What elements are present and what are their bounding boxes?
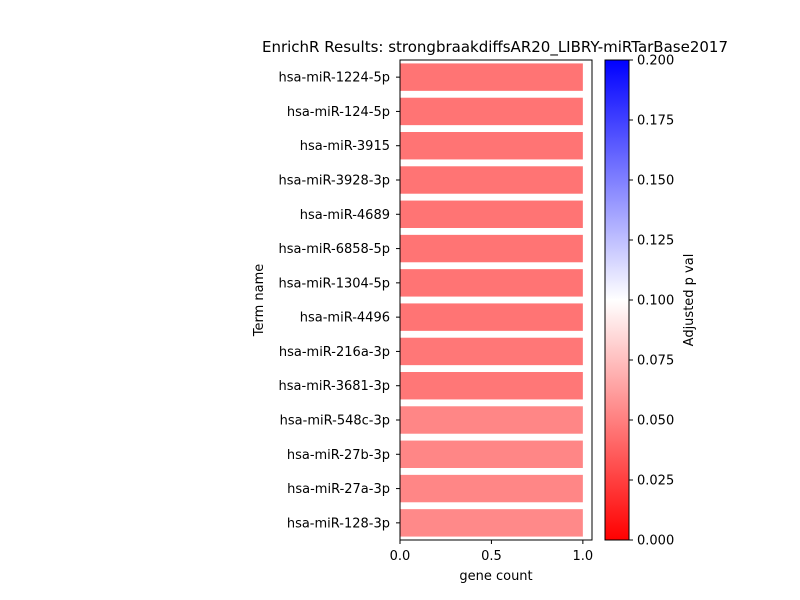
x-tick-label: 0.5 bbox=[481, 549, 502, 564]
colorbar-tick-label: 0.100 bbox=[637, 294, 674, 309]
colorbar-tick-label: 0.075 bbox=[637, 354, 674, 369]
bar bbox=[400, 269, 583, 297]
y-tick-label: hsa-miR-1304-5p bbox=[279, 276, 390, 291]
colorbar-tick-label: 0.000 bbox=[637, 534, 674, 549]
y-tick-label: hsa-miR-6858-5p bbox=[279, 242, 390, 257]
bar bbox=[400, 509, 583, 537]
y-tick-labels: hsa-miR-1224-5p hsa-miR-124-5p hsa-miR-391… bbox=[279, 71, 400, 531]
bar bbox=[400, 166, 583, 194]
chart-title: EnrichR Results: strongbraakdiffsAR20_LI… bbox=[262, 38, 728, 57]
bar bbox=[400, 440, 583, 468]
y-tick-label: hsa-miR-3681-3p bbox=[279, 379, 390, 394]
bar bbox=[400, 234, 583, 263]
bar bbox=[400, 474, 583, 503]
x-tick-label: 1.0 bbox=[573, 549, 594, 564]
x-tick-labels: 0.0 0.5 1.0 bbox=[390, 540, 594, 564]
bar bbox=[400, 200, 583, 228]
bar bbox=[400, 337, 583, 366]
y-tick-label: hsa-miR-4496 bbox=[300, 311, 390, 326]
y-axis-label: Term name bbox=[252, 264, 267, 338]
colorbar-tick-label: 0.200 bbox=[637, 54, 674, 69]
y-tick-label: hsa-miR-4689 bbox=[300, 208, 390, 223]
y-tick-label: hsa-miR-124-5p bbox=[287, 105, 390, 120]
y-tick-label: hsa-miR-3928-3p bbox=[279, 174, 390, 189]
colorbar-label: Adjusted p val bbox=[682, 254, 697, 347]
colorbar-ticks: 0.000 0.025 0.050 0.075 0.100 0.125 0.150 0.175… bbox=[629, 54, 674, 549]
bar bbox=[400, 63, 583, 91]
bar bbox=[400, 406, 583, 434]
plot-frame bbox=[399, 59, 593, 541]
y-tick-label: hsa-miR-216a-3p bbox=[279, 345, 390, 360]
bar bbox=[400, 303, 583, 331]
colorbar bbox=[604, 59, 630, 541]
bar bbox=[400, 97, 583, 126]
x-axis-label: gene count bbox=[459, 569, 532, 584]
y-tick-label: hsa-miR-3915 bbox=[300, 139, 390, 154]
bar bbox=[400, 372, 583, 400]
bar bbox=[400, 132, 583, 160]
y-tick-label: hsa-miR-1224-5p bbox=[279, 71, 390, 86]
y-tick-label: hsa-miR-128-3p bbox=[287, 516, 390, 531]
x-tick-label: 0.0 bbox=[390, 549, 411, 564]
colorbar-tick-label: 0.050 bbox=[637, 414, 674, 429]
y-tick-label: hsa-miR-27b-3p bbox=[287, 448, 390, 463]
y-tick-label: hsa-miR-548c-3p bbox=[280, 414, 390, 429]
bars-layer bbox=[400, 63, 583, 537]
y-tick-label: hsa-miR-27a-3p bbox=[287, 482, 390, 497]
colorbar-tick-label: 0.175 bbox=[637, 114, 674, 129]
colorbar-tick-label: 0.125 bbox=[637, 234, 674, 249]
colorbar-tick-label: 0.150 bbox=[637, 174, 674, 189]
colorbar-tick-label: 0.025 bbox=[637, 474, 674, 489]
